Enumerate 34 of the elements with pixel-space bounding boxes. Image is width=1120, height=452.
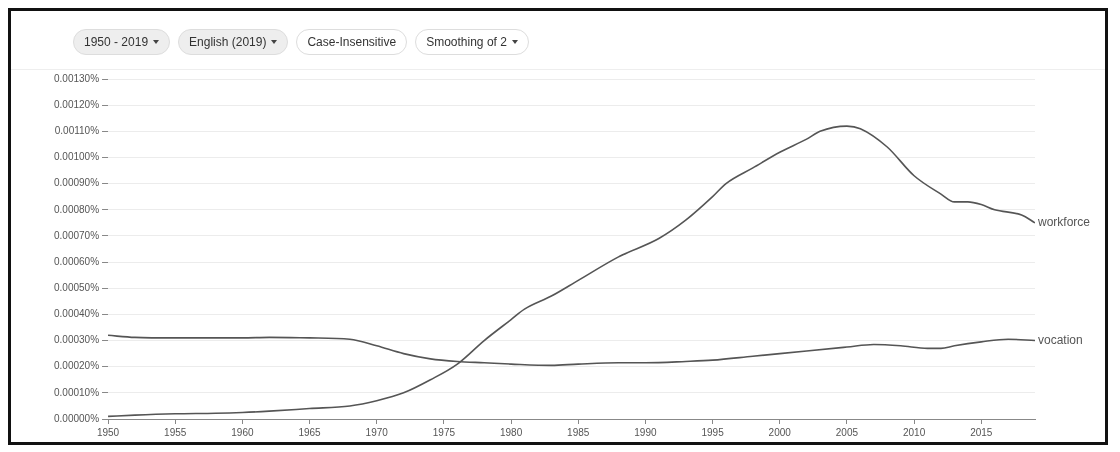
x-tick-label: 2000 (768, 426, 792, 438)
y-tick-label: 0.00070% (53, 229, 100, 241)
text: Case-Insensitive (307, 35, 397, 49)
y-tick-label: 0.00120% (53, 98, 100, 110)
x-tick-label: 2015 (970, 426, 993, 438)
y-tick-label: 0.00030% (53, 334, 100, 346)
y-tick-label: 0.00080% (53, 203, 100, 215)
x-tick-label: 1950 (96, 426, 120, 438)
y-tick-label: 0.00100% (53, 151, 100, 163)
y-tick-label: 0.00130% (53, 72, 100, 84)
y-tick-label: 0.00010% (53, 386, 100, 398)
x-tick-label: 2005 (835, 426, 859, 438)
text: 1950 - 2019 (84, 35, 149, 49)
x-tick-label: 1955 (164, 426, 187, 438)
y-tick-label: 0.00060% (53, 255, 100, 267)
y-tick-label: 0.00110% (54, 125, 100, 137)
x-tick-label: 1960 (231, 426, 254, 438)
y-tick-label: 0.00020% (53, 360, 100, 372)
series-label: vocation (1038, 332, 1083, 347)
y-tick-label: 0.00000% (53, 412, 100, 424)
y-tick-label: 0.00040% (53, 308, 100, 320)
x-tick-label: 1980 (499, 426, 523, 438)
text: English (2019) (189, 35, 267, 49)
x-tick-label: 1990 (634, 426, 657, 438)
y-tick-label: 0.00050% (53, 281, 100, 293)
series-label: workforce (1037, 215, 1091, 230)
x-tick-label: 1965 (298, 426, 322, 438)
x-tick-label: 1970 (365, 426, 389, 438)
x-tick-label: 1995 (701, 426, 725, 438)
y-tick-label: 0.00090% (53, 177, 100, 189)
x-tick-label: 2010 (902, 426, 926, 438)
text: Smoothing of 2 (426, 35, 507, 49)
x-tick-label: 1975 (432, 426, 456, 438)
x-tick-label: 1985 (567, 426, 590, 438)
